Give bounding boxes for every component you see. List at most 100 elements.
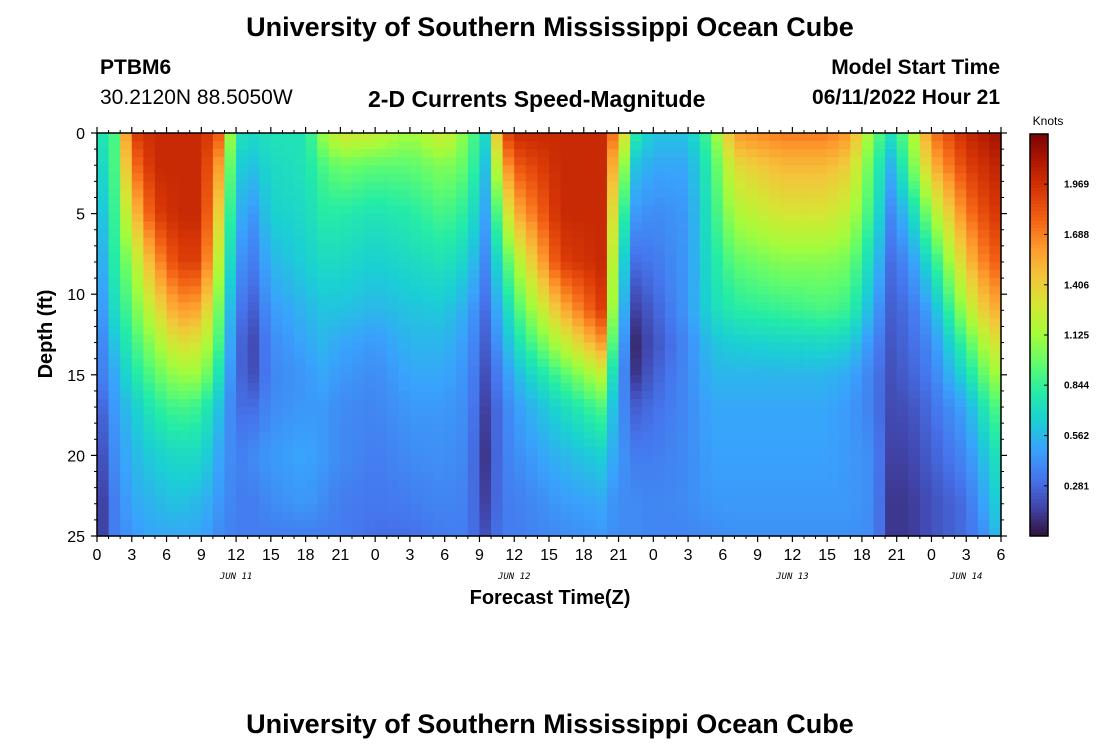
heatmap-cell [549, 382, 562, 392]
heatmap-cell [525, 423, 539, 432]
heatmap-cell [143, 431, 156, 440]
heatmap-cell [108, 261, 121, 271]
heatmap-cell [201, 253, 214, 263]
heatmap-cell [769, 278, 782, 287]
heatmap-cell [664, 479, 678, 489]
heatmap-cell [618, 366, 631, 376]
heatmap-cell [270, 141, 284, 150]
heatmap-cell [189, 229, 202, 239]
heatmap-cell [757, 245, 770, 255]
x-tick-label: 18 [297, 547, 315, 564]
heatmap-cell [885, 181, 898, 191]
heatmap-cell [792, 149, 805, 158]
heatmap-cell [189, 181, 202, 191]
heatmap-cell [212, 133, 226, 142]
heatmap-cell [340, 149, 353, 158]
heatmap-cell [896, 157, 909, 166]
heatmap-cell [931, 407, 944, 416]
heatmap-cell [896, 431, 909, 440]
heatmap-cell [618, 197, 631, 207]
heatmap-cell [595, 141, 608, 150]
heatmap-cell [711, 157, 724, 166]
heatmap-cell [120, 439, 133, 448]
heatmap-cell [525, 141, 539, 150]
heatmap-cell [351, 415, 365, 424]
heatmap-cell [815, 141, 828, 150]
heatmap-cell [943, 302, 956, 311]
heatmap-cell [549, 205, 562, 215]
heatmap-cell [815, 471, 828, 481]
heatmap-cell [224, 342, 237, 352]
heatmap-cell [769, 342, 782, 352]
heatmap-cell [560, 342, 573, 352]
heatmap-cell [131, 358, 144, 368]
heatmap-cell [549, 479, 562, 489]
heatmap-cell [236, 261, 249, 271]
heatmap-cell [491, 439, 504, 448]
heatmap-cell [97, 318, 110, 328]
heatmap-cell [896, 173, 909, 182]
heatmap-cell [977, 294, 991, 303]
heatmap-cell [803, 253, 817, 263]
heatmap-cell [641, 229, 654, 239]
heatmap-cell [861, 294, 875, 303]
heatmap-cell [386, 213, 399, 223]
heatmap-cell [699, 503, 712, 513]
heatmap-cell [919, 366, 933, 376]
heatmap-cell [850, 302, 863, 311]
heatmap-cell [421, 149, 434, 158]
heatmap-cell [676, 213, 689, 223]
heatmap-cell [259, 261, 272, 271]
heatmap-cell [247, 189, 260, 199]
heatmap-cell [954, 205, 967, 215]
heatmap-cell [294, 463, 307, 473]
heatmap-cell [502, 197, 515, 207]
heatmap-cell [166, 423, 179, 432]
heatmap-cell [120, 527, 133, 537]
heatmap-cell [433, 382, 446, 392]
heatmap-cell [885, 503, 898, 513]
heatmap-cell [189, 245, 202, 255]
heatmap-cell [421, 519, 434, 529]
heatmap-cell [641, 527, 654, 537]
heatmap-cell [351, 270, 365, 279]
heatmap-cell [456, 253, 469, 263]
heatmap-cell [375, 487, 388, 497]
heatmap-cell [688, 479, 701, 489]
heatmap-cell [305, 342, 318, 352]
heatmap-cell [815, 358, 828, 368]
heatmap-cell [351, 431, 365, 440]
heatmap-cell [340, 294, 353, 303]
heatmap-cell [166, 479, 179, 489]
heatmap-cell [467, 173, 481, 182]
heatmap-cell [421, 423, 434, 432]
heatmap-cell [780, 310, 793, 319]
heatmap-cell [803, 342, 817, 352]
heatmap-cell [189, 205, 202, 215]
heatmap-cell [676, 237, 689, 247]
heatmap-cell [815, 205, 828, 215]
heatmap-cell [618, 302, 631, 311]
heatmap-cell [236, 366, 249, 376]
heatmap-cell [398, 253, 411, 263]
heatmap-cell [236, 350, 249, 360]
heatmap-cell [224, 503, 237, 513]
heatmap-cell [803, 133, 817, 142]
heatmap-cell [294, 189, 307, 199]
heatmap-cell [178, 205, 191, 215]
heatmap-cell [977, 439, 991, 448]
heatmap-cell [166, 358, 179, 368]
heatmap-cell [966, 286, 979, 295]
heatmap-cell [966, 149, 979, 158]
heatmap-cell [850, 173, 863, 182]
heatmap-cell [838, 197, 851, 207]
heatmap-cell [537, 318, 550, 328]
heatmap-cell [583, 278, 596, 287]
heatmap-cell [549, 261, 562, 271]
heatmap-cell [201, 261, 214, 271]
heatmap-cell [734, 519, 747, 529]
heatmap-cell [560, 149, 573, 158]
heatmap-cell [398, 229, 411, 239]
heatmap-cell [120, 382, 133, 392]
heatmap-cell [861, 479, 875, 489]
